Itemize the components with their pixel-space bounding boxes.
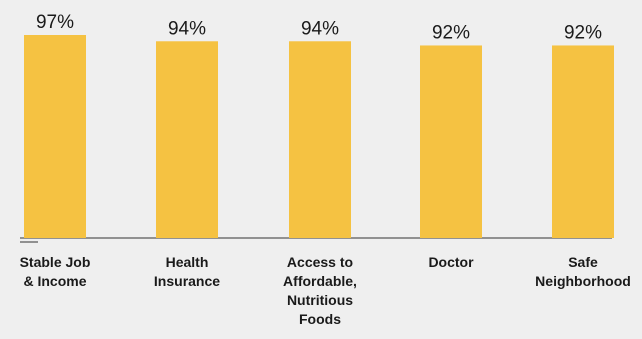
value-label: 94% (168, 18, 206, 39)
value-label: 92% (564, 22, 602, 43)
bar (289, 41, 351, 238)
bar (552, 45, 614, 239)
bar (420, 45, 482, 239)
value-label: 92% (432, 22, 470, 43)
category-label: Health Insurance (153, 254, 221, 289)
bar (156, 41, 218, 238)
value-label: 97% (36, 12, 74, 33)
value-label: 94% (301, 18, 339, 39)
category-label: Safe Neighborhood (535, 254, 631, 289)
bar (24, 35, 86, 238)
category-label: Doctor (428, 254, 474, 270)
category-label: Stable Job & Income (19, 254, 91, 289)
category-label: Access to Affordable, Nutritious Foods (283, 254, 357, 327)
